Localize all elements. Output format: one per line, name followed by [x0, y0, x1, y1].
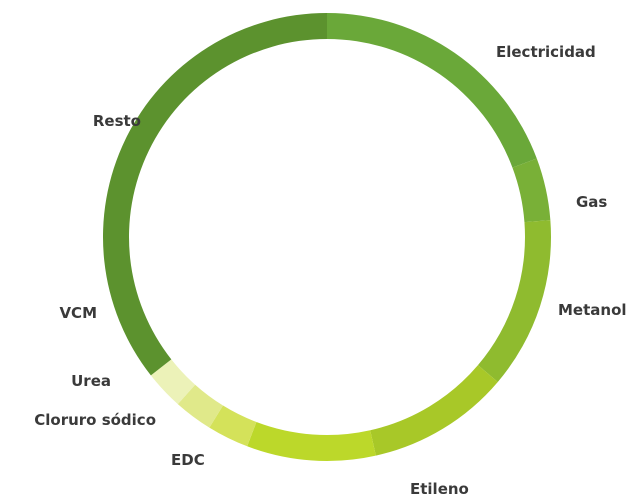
slice-electricidad — [327, 13, 537, 168]
slice-resto — [103, 13, 327, 376]
slice-cloruro-sodico — [209, 405, 257, 447]
slice-vcm — [150, 359, 196, 405]
slice-urea — [177, 384, 224, 428]
label-gas: Gas — [576, 193, 607, 211]
slice-edc — [247, 421, 376, 461]
slice-etileno — [370, 365, 498, 456]
slice-labels: Electricidad Gas Metanol Etileno EDC Cloruro … — [34, 43, 626, 498]
label-cloruro-sodico: Cloruro sódico — [34, 411, 156, 429]
label-electricidad: Electricidad — [496, 43, 596, 61]
label-metanol: Metanol — [558, 301, 627, 319]
donut-slices — [103, 13, 551, 461]
label-vcm: VCM — [59, 304, 97, 322]
label-edc: EDC — [171, 451, 205, 469]
label-urea: Urea — [71, 372, 111, 390]
label-etileno: Etileno — [410, 480, 469, 498]
slice-gas — [512, 158, 551, 223]
label-resto: Resto — [93, 112, 141, 130]
slice-metanol — [477, 220, 551, 382]
